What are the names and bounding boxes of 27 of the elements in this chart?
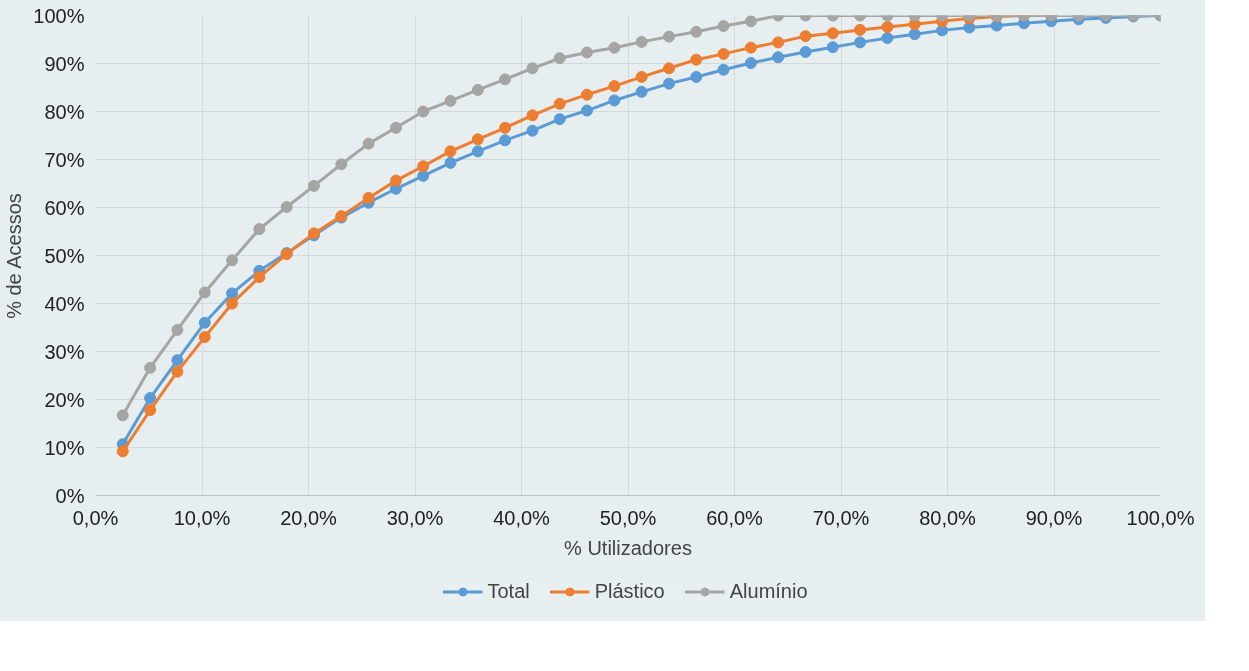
x-tick-label: 70,0% bbox=[812, 506, 870, 529]
x-tick-label: 20,0% bbox=[280, 506, 338, 529]
x-tick-label: 100,0% bbox=[1126, 506, 1195, 529]
legend-label: Plástico bbox=[594, 579, 665, 603]
x-axis-title: % Utilizadores bbox=[564, 536, 692, 559]
y-tick-label: 80% bbox=[44, 100, 85, 123]
y-tick-label: 90% bbox=[44, 52, 85, 75]
y-axis-title: % de Acessos bbox=[3, 193, 26, 319]
y-tick-label: 70% bbox=[44, 148, 85, 171]
x-tick-label: 80,0% bbox=[919, 506, 977, 529]
legend-label: Alumínio bbox=[729, 579, 808, 603]
y-tick-label: 50% bbox=[44, 244, 85, 267]
x-tick-label: 90,0% bbox=[1025, 506, 1083, 529]
x-tick-label: 50,0% bbox=[599, 506, 657, 529]
y-tick-label: 0% bbox=[55, 484, 85, 507]
x-tick-label: 60,0% bbox=[706, 506, 764, 529]
y-tick-label: 100% bbox=[33, 4, 85, 27]
y-tick-label: 40% bbox=[44, 292, 85, 315]
y-tick-label: 30% bbox=[44, 340, 85, 363]
x-tick-label: 10,0% bbox=[173, 506, 231, 529]
x-tick-label: 30,0% bbox=[386, 506, 444, 529]
x-tick-label: 40,0% bbox=[493, 506, 551, 529]
x-tick-label: 0,0% bbox=[72, 506, 119, 529]
y-tick-label: 10% bbox=[44, 436, 85, 459]
y-tick-label: 20% bbox=[44, 388, 85, 411]
y-tick-label: 60% bbox=[44, 196, 85, 219]
legend-label: Total bbox=[487, 579, 530, 603]
